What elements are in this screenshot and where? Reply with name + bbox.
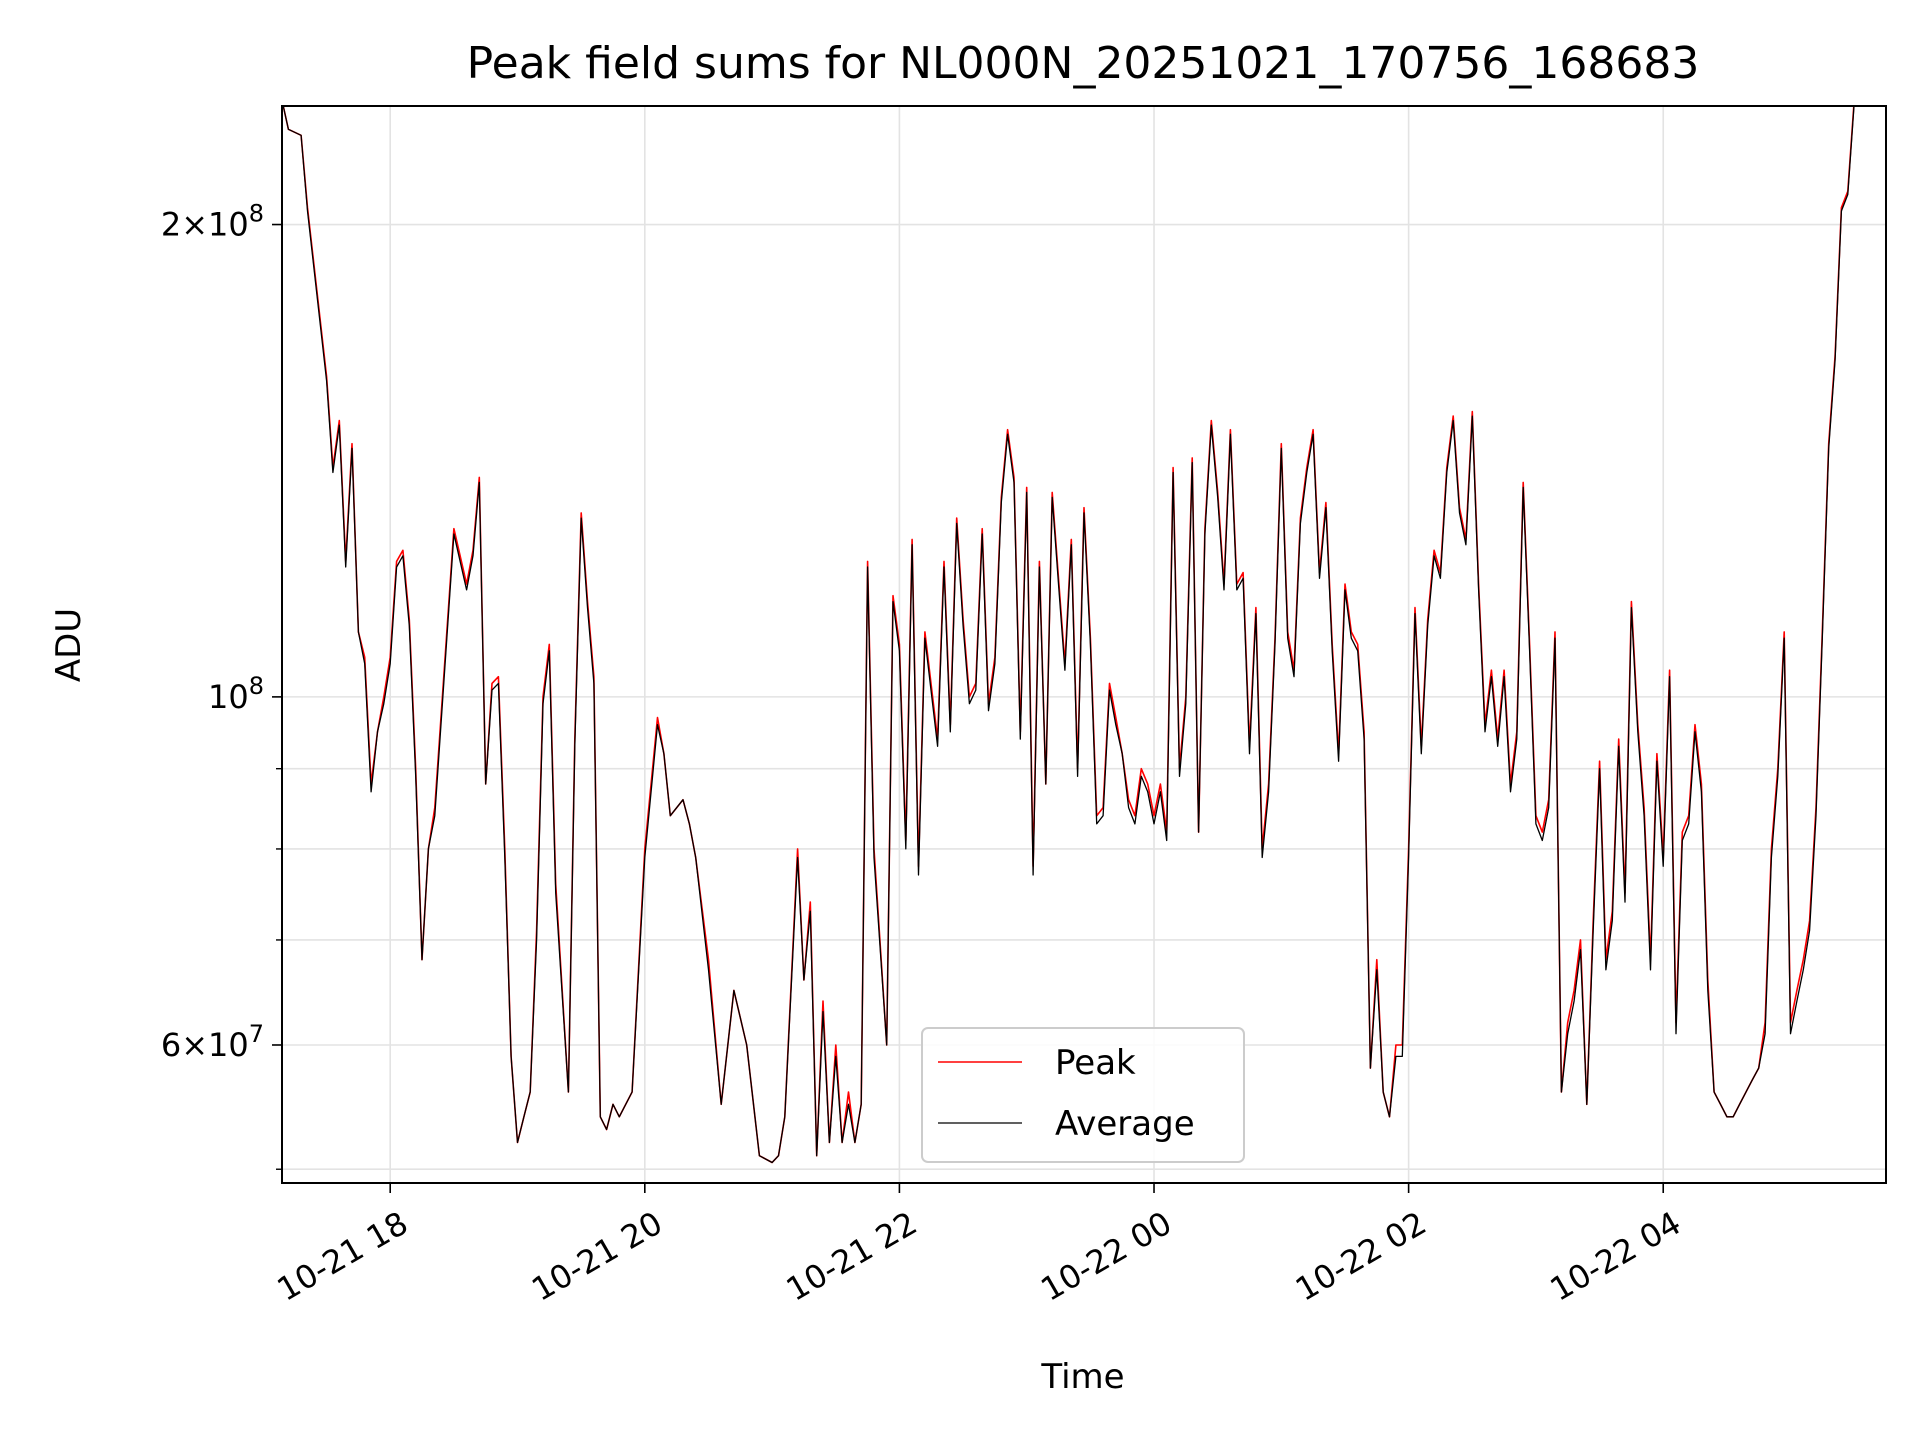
series-average-line xyxy=(282,106,1855,1164)
y-tick-label: 6×107 xyxy=(161,1020,264,1064)
y-tick-label: 2×108 xyxy=(161,200,264,244)
legend-label-average: Average xyxy=(1055,1104,1195,1144)
x-axis-label: Time xyxy=(1040,1357,1124,1397)
plot-frame xyxy=(281,105,1887,1184)
legend: Peak Average xyxy=(921,1027,1245,1163)
legend-label-peak: Peak xyxy=(1055,1043,1136,1083)
chart-title: Peak field sums for NL000N_20251021_1707… xyxy=(467,38,1700,89)
y-axis-label: ADU xyxy=(49,608,89,682)
